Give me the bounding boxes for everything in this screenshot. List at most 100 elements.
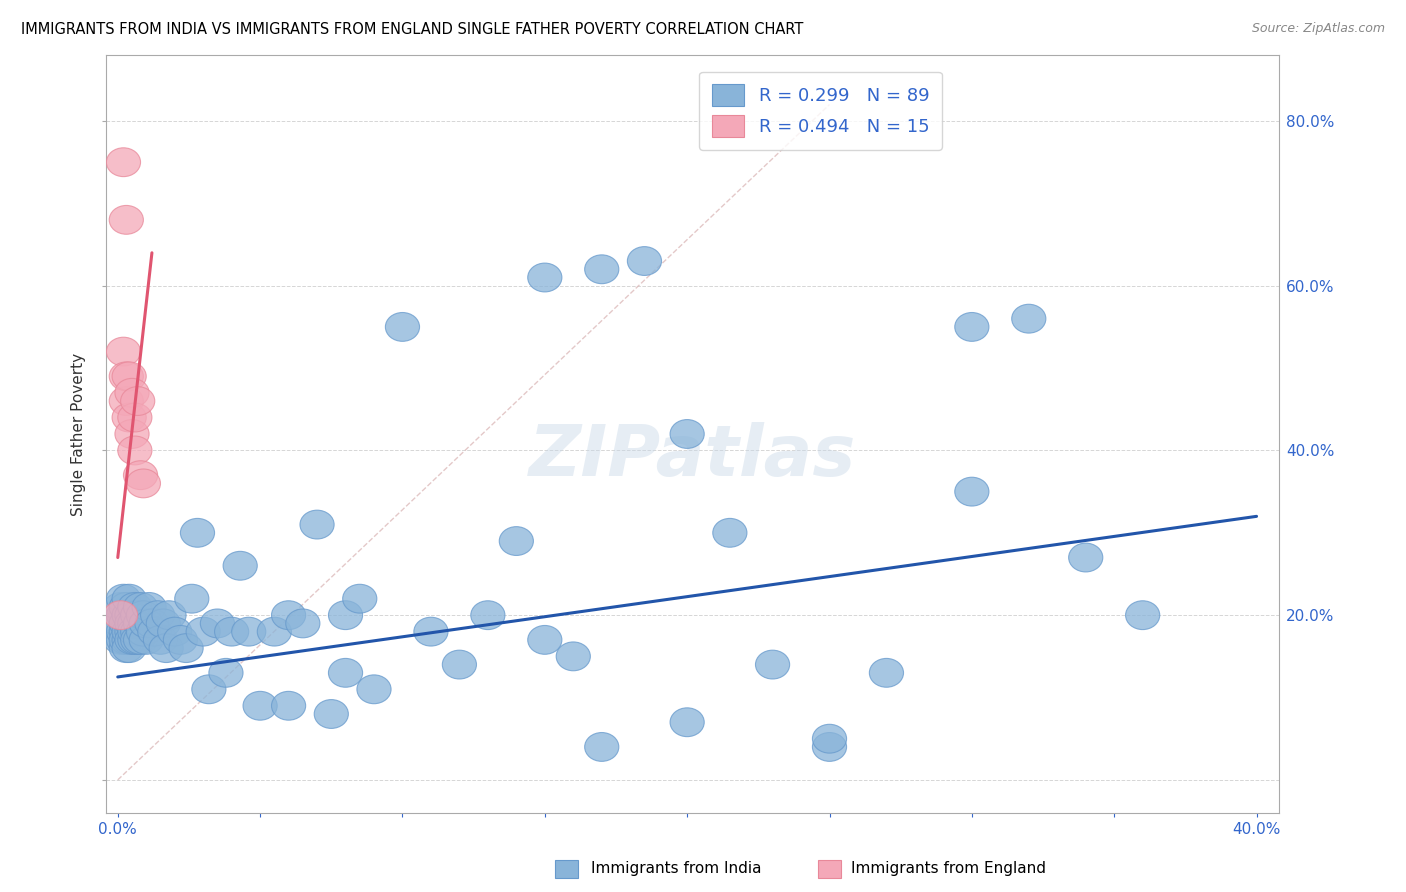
Ellipse shape <box>124 461 157 490</box>
Ellipse shape <box>104 592 138 622</box>
Ellipse shape <box>157 617 191 646</box>
Ellipse shape <box>152 600 186 630</box>
Ellipse shape <box>104 600 138 630</box>
Text: IMMIGRANTS FROM INDIA VS IMMIGRANTS FROM ENGLAND SINGLE FATHER POVERTY CORRELATI: IMMIGRANTS FROM INDIA VS IMMIGRANTS FROM… <box>21 22 803 37</box>
Ellipse shape <box>104 609 138 638</box>
Ellipse shape <box>713 518 747 547</box>
Ellipse shape <box>132 592 166 622</box>
Ellipse shape <box>118 403 152 432</box>
Ellipse shape <box>955 477 988 506</box>
Ellipse shape <box>121 600 155 630</box>
Ellipse shape <box>191 675 226 704</box>
Ellipse shape <box>174 584 209 613</box>
Ellipse shape <box>127 600 160 630</box>
Ellipse shape <box>110 625 143 655</box>
Ellipse shape <box>115 609 149 638</box>
Ellipse shape <box>224 551 257 580</box>
Ellipse shape <box>671 419 704 449</box>
Ellipse shape <box>110 205 143 235</box>
Ellipse shape <box>115 378 149 408</box>
Ellipse shape <box>1012 304 1046 333</box>
Ellipse shape <box>271 691 305 720</box>
Ellipse shape <box>110 633 143 663</box>
Ellipse shape <box>121 625 155 655</box>
Ellipse shape <box>271 600 305 630</box>
Ellipse shape <box>585 732 619 762</box>
Ellipse shape <box>110 617 143 646</box>
Ellipse shape <box>869 658 904 687</box>
Ellipse shape <box>118 617 152 646</box>
Ellipse shape <box>115 600 149 630</box>
Ellipse shape <box>129 625 163 655</box>
Ellipse shape <box>200 609 235 638</box>
Ellipse shape <box>141 600 174 630</box>
Ellipse shape <box>813 724 846 753</box>
Ellipse shape <box>955 312 988 342</box>
Ellipse shape <box>143 625 177 655</box>
Ellipse shape <box>110 592 143 622</box>
Ellipse shape <box>343 584 377 613</box>
Ellipse shape <box>1126 600 1160 630</box>
Ellipse shape <box>121 386 155 416</box>
Ellipse shape <box>112 633 146 663</box>
Ellipse shape <box>385 312 419 342</box>
Ellipse shape <box>124 609 157 638</box>
Y-axis label: Single Father Poverty: Single Father Poverty <box>72 352 86 516</box>
Ellipse shape <box>671 708 704 737</box>
Legend: R = 0.299   N = 89, R = 0.494   N = 15: R = 0.299 N = 89, R = 0.494 N = 15 <box>699 71 942 150</box>
Ellipse shape <box>314 699 349 729</box>
Ellipse shape <box>110 609 143 638</box>
Ellipse shape <box>107 337 141 366</box>
Ellipse shape <box>138 617 172 646</box>
Ellipse shape <box>232 617 266 646</box>
Ellipse shape <box>813 732 846 762</box>
Ellipse shape <box>112 584 146 613</box>
Ellipse shape <box>112 403 146 432</box>
Text: Immigrants from England: Immigrants from England <box>851 861 1046 876</box>
Ellipse shape <box>169 633 204 663</box>
Ellipse shape <box>112 617 146 646</box>
Ellipse shape <box>115 625 149 655</box>
Ellipse shape <box>443 650 477 679</box>
Ellipse shape <box>104 625 138 655</box>
Ellipse shape <box>243 691 277 720</box>
Ellipse shape <box>112 600 146 630</box>
Ellipse shape <box>413 617 449 646</box>
Ellipse shape <box>180 518 215 547</box>
Ellipse shape <box>124 625 157 655</box>
Ellipse shape <box>118 436 152 465</box>
Ellipse shape <box>107 625 141 655</box>
Ellipse shape <box>115 419 149 449</box>
Ellipse shape <box>285 609 321 638</box>
Ellipse shape <box>471 600 505 630</box>
Ellipse shape <box>557 642 591 671</box>
Ellipse shape <box>499 526 533 556</box>
Ellipse shape <box>107 617 141 646</box>
Ellipse shape <box>627 246 662 276</box>
Ellipse shape <box>755 650 790 679</box>
Ellipse shape <box>585 255 619 284</box>
Ellipse shape <box>112 362 146 391</box>
Ellipse shape <box>118 625 152 655</box>
Ellipse shape <box>527 625 562 655</box>
Text: ZIPatlas: ZIPatlas <box>529 422 856 491</box>
Text: Source: ZipAtlas.com: Source: ZipAtlas.com <box>1251 22 1385 36</box>
Ellipse shape <box>299 510 335 539</box>
Ellipse shape <box>110 386 143 416</box>
Ellipse shape <box>1069 543 1102 572</box>
Ellipse shape <box>115 617 149 646</box>
Ellipse shape <box>357 675 391 704</box>
Ellipse shape <box>127 469 160 498</box>
Ellipse shape <box>110 362 143 391</box>
Ellipse shape <box>112 625 146 655</box>
Ellipse shape <box>121 617 155 646</box>
Ellipse shape <box>107 584 141 613</box>
Ellipse shape <box>135 609 169 638</box>
Ellipse shape <box>118 609 152 638</box>
Ellipse shape <box>186 617 221 646</box>
Ellipse shape <box>257 617 291 646</box>
Ellipse shape <box>146 609 180 638</box>
Ellipse shape <box>329 600 363 630</box>
Ellipse shape <box>215 617 249 646</box>
Text: Immigrants from India: Immigrants from India <box>591 861 761 876</box>
